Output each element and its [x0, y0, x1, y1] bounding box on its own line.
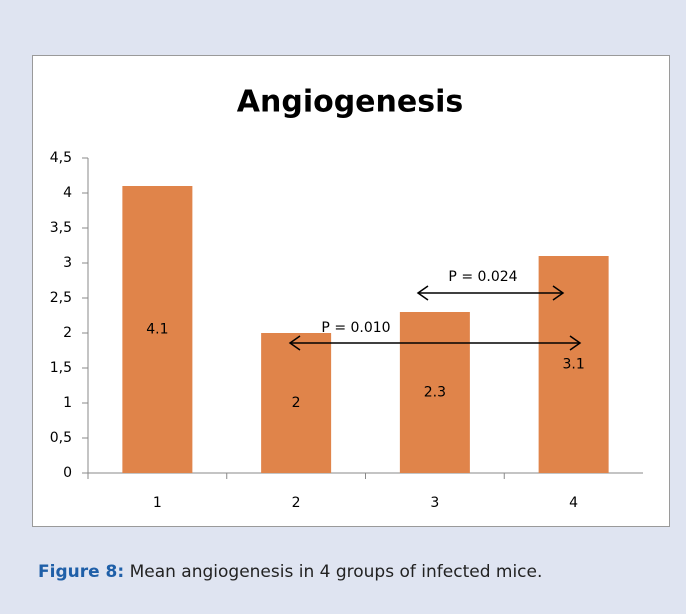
- bar: [261, 333, 332, 473]
- bar: [538, 256, 609, 473]
- data-label: 4.1: [146, 322, 168, 338]
- annotation: P = 0.024: [448, 269, 517, 285]
- bar: [122, 186, 193, 473]
- y-tick-label: 2,5: [50, 290, 72, 306]
- y-tick-label: 1,5: [50, 360, 72, 376]
- y-tick-label: 4: [63, 185, 72, 201]
- x-tick-label: 1: [153, 495, 162, 511]
- x-tick-label: 2: [292, 495, 301, 511]
- chart-title: Angiogenesis: [237, 85, 463, 120]
- annotation: P = 0.010: [321, 320, 390, 336]
- y-tick-label: 1: [63, 395, 72, 411]
- arrow-head: [416, 285, 429, 301]
- bar: [399, 312, 470, 473]
- caption-label: Figure 8:: [38, 562, 125, 582]
- caption: Figure 8: Mean angiogenesis in 4 groups …: [38, 562, 542, 582]
- arrow-head: [288, 335, 301, 351]
- data-label: 2.3: [424, 385, 446, 401]
- y-tick-label: 3: [63, 255, 72, 271]
- x-tick-label: 3: [430, 495, 439, 511]
- data-label: 3.1: [562, 357, 584, 373]
- y-tick-label: 3,5: [50, 220, 72, 236]
- y-tick-label: 0: [63, 465, 72, 481]
- y-tick-label: 4,5: [50, 150, 72, 166]
- arrow-head: [569, 335, 582, 351]
- y-tick-label: 2: [63, 325, 72, 341]
- arrow-head: [552, 285, 565, 301]
- y-tick-label: 0,5: [50, 430, 72, 446]
- caption-text: Mean angiogenesis in 4 groups of infecte…: [129, 562, 543, 582]
- data-label: 2: [292, 395, 301, 411]
- x-tick-label: 4: [569, 495, 578, 511]
